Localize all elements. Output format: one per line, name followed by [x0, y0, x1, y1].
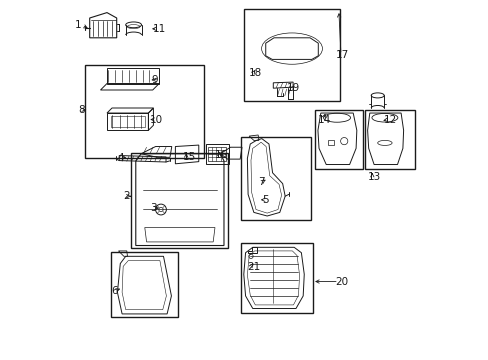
- Bar: [111, 252, 178, 317]
- Text: 13: 13: [367, 172, 380, 182]
- Bar: [241, 243, 312, 313]
- Bar: [314, 110, 363, 169]
- Text: 12: 12: [384, 114, 397, 125]
- Text: 19: 19: [286, 83, 300, 93]
- Text: 8: 8: [78, 105, 84, 115]
- Bar: [327, 140, 333, 145]
- Text: 5: 5: [261, 195, 268, 205]
- Text: 4: 4: [117, 153, 124, 163]
- Bar: [205, 144, 228, 164]
- Text: 2: 2: [122, 191, 129, 201]
- Text: 3: 3: [150, 203, 157, 213]
- Bar: [85, 65, 204, 158]
- Text: 10: 10: [150, 114, 163, 125]
- Text: 15: 15: [182, 152, 195, 162]
- Text: 16: 16: [215, 150, 228, 160]
- Text: 7: 7: [258, 177, 264, 187]
- Text: 11: 11: [152, 24, 165, 34]
- Bar: [241, 137, 310, 220]
- Bar: [131, 153, 228, 248]
- Bar: [365, 110, 415, 169]
- Text: 6: 6: [111, 285, 118, 296]
- Bar: [110, 116, 144, 127]
- Bar: [208, 147, 226, 161]
- Text: 1: 1: [75, 20, 82, 30]
- Text: 14: 14: [318, 114, 331, 125]
- Text: 17: 17: [336, 50, 349, 60]
- Text: 9: 9: [151, 75, 157, 85]
- Bar: [107, 113, 148, 130]
- Bar: [244, 9, 339, 101]
- Text: 20: 20: [335, 276, 347, 287]
- Text: 18: 18: [248, 68, 262, 78]
- Text: 21: 21: [246, 262, 260, 272]
